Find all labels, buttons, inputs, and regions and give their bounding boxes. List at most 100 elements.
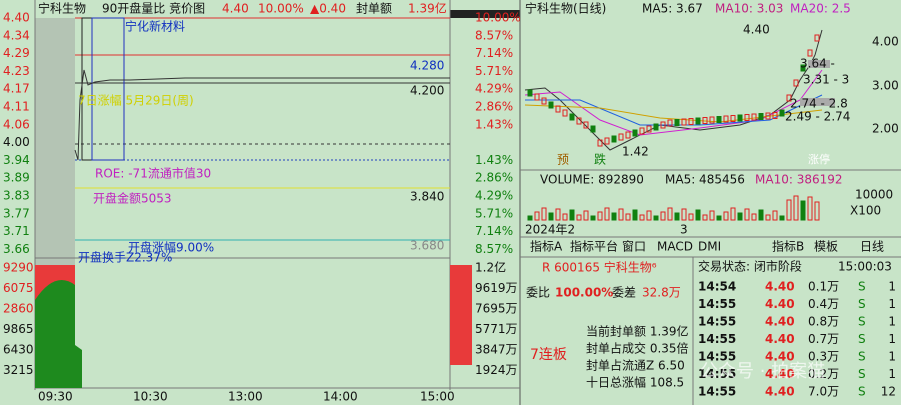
volume-label: 1924万 (475, 363, 518, 377)
auction-volume (35, 280, 75, 388)
label: 3.680 (410, 239, 444, 253)
label: 14:54 (698, 280, 736, 294)
pct-label: 7.14% (475, 224, 513, 238)
candle (562, 109, 568, 117)
label: 1 (888, 332, 896, 346)
candle (618, 133, 624, 141)
label: ▲0.40 (310, 2, 346, 16)
volume-label: 7695万 (475, 302, 518, 316)
volume-bar (569, 209, 575, 221)
volume-label: 6430 (3, 343, 34, 357)
tab[interactable]: 指标A (530, 239, 563, 254)
candle (695, 117, 701, 125)
price-label: 4.06 (3, 117, 30, 131)
label: 0.1万 (808, 280, 839, 294)
label: MA10: 3.03 (715, 2, 783, 16)
price-marker: 2.49 - 2.74 (785, 110, 850, 124)
tab[interactable]: 窗口 (622, 240, 646, 254)
price-label: 4.40 (3, 11, 30, 25)
label: X100 (850, 204, 881, 218)
price-label: 4.11 (3, 100, 30, 114)
tab[interactable]: MACD (657, 240, 693, 254)
volume-bar (618, 208, 624, 221)
candle (709, 116, 715, 124)
label: 十日总涨幅 108.5 (586, 375, 684, 390)
label: 0.3万 (808, 350, 839, 364)
tab[interactable]: 指标平台 (570, 239, 618, 254)
volume-label: 3847万 (475, 343, 518, 357)
candle (800, 64, 806, 72)
candle (681, 118, 687, 126)
candle (814, 34, 820, 42)
volume-bar (527, 215, 533, 221)
volume-bar (611, 212, 617, 221)
label: 12 (881, 385, 896, 399)
ma-line (524, 104, 823, 123)
tab[interactable]: 指标B (772, 239, 804, 254)
label: 3 (680, 223, 688, 237)
label: 1 (888, 350, 896, 364)
label: 预 (557, 153, 569, 167)
axis-label: 3.00 (872, 79, 899, 93)
label: 宁科生物(日线) (525, 1, 606, 16)
price-label: 4.00 (3, 135, 30, 149)
volume-bar (737, 212, 743, 221)
label: S (858, 332, 866, 346)
label: 14:55 (698, 367, 736, 381)
label: 4.200 (410, 84, 444, 98)
volume-bar (723, 211, 729, 221)
ma-line (524, 69, 823, 136)
volume-label: 1.2亿 (475, 260, 506, 275)
candle (674, 119, 680, 126)
label: 14:55 (698, 315, 736, 329)
label: 4.40 (765, 280, 795, 294)
volume-bar (590, 215, 596, 221)
candle (702, 117, 708, 124)
price-label: 4.29 (3, 46, 30, 60)
label: S (858, 385, 866, 399)
tab[interactable]: 模板 (814, 240, 838, 254)
price-marker: 3.64 - (800, 57, 835, 71)
time-label: 14:00 (323, 390, 358, 404)
volume-bar (779, 215, 785, 221)
candle (590, 125, 596, 133)
volume-bar (709, 210, 715, 221)
candle (604, 137, 610, 145)
volume-bar (681, 208, 687, 221)
pct-label: 7.14% (475, 46, 513, 60)
label: MA5: 485456 (665, 173, 745, 187)
label: 0.2万 (808, 367, 839, 381)
volume-bar (716, 215, 722, 221)
pct-label: 5.71% (475, 64, 513, 78)
pct-label: 4.29% (475, 189, 513, 203)
price-marker: 4.40 (743, 23, 770, 37)
label: 4.40 (765, 297, 795, 311)
price-label: 4.23 (3, 64, 30, 78)
candle (632, 129, 638, 137)
label: S (858, 280, 866, 294)
price-label: 3.66 (3, 242, 30, 256)
tab[interactable]: 日线 (860, 240, 884, 254)
volume-bar (772, 210, 778, 221)
label: MA10: 386192 (755, 173, 843, 187)
candle (541, 97, 547, 105)
label: 7连板 (530, 347, 567, 363)
label: 1 (888, 315, 896, 329)
candle (660, 121, 666, 129)
pct-label: 2.86% (475, 100, 513, 114)
label: 交易状态: 闭市阶段 (698, 259, 802, 274)
label: 100.00% (555, 286, 613, 300)
label: 0.4万 (808, 297, 839, 311)
label: ROE: -71流通市值30 (95, 166, 211, 181)
label: 0.7万 (808, 332, 839, 346)
limit-bar (450, 10, 520, 18)
tab[interactable]: DMI (698, 240, 721, 254)
label: 4.40 (765, 350, 795, 364)
candle (807, 49, 813, 57)
label: S (858, 297, 866, 311)
volume-bar (786, 199, 792, 221)
label: 宁化新材料 (125, 19, 185, 34)
label: 14:55 (698, 385, 736, 399)
pct-label: 10.00% (475, 11, 521, 25)
axis-label: 4.00 (872, 35, 899, 49)
